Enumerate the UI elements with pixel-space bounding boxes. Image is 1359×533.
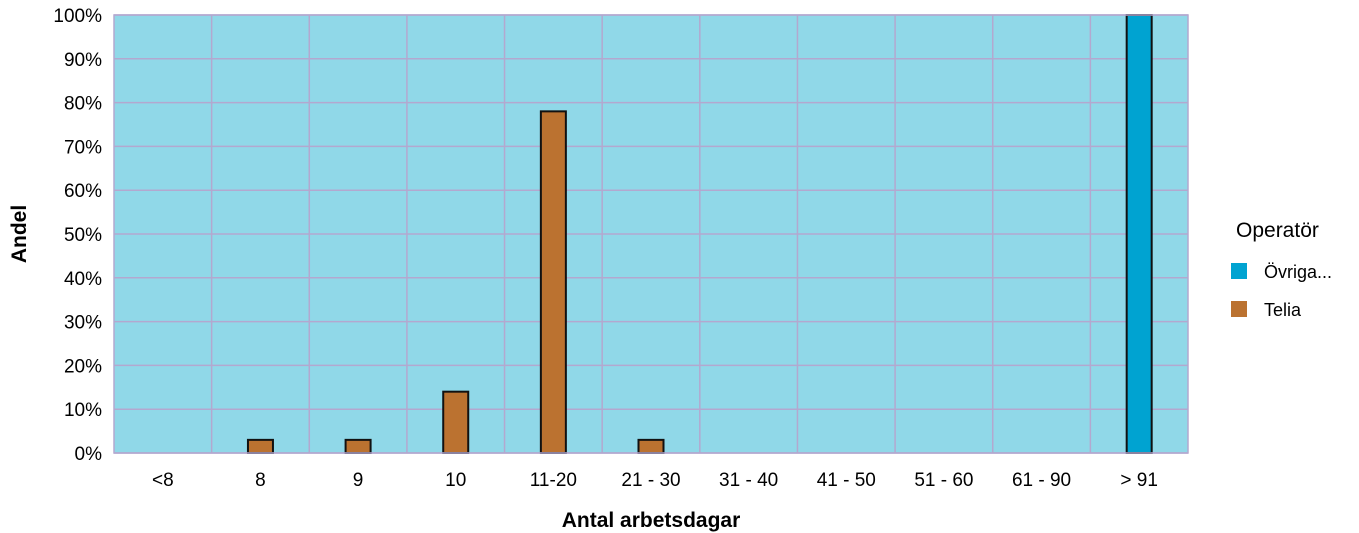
bars [246,14,1153,455]
plot-border [113,14,1189,454]
x-tick-label-8: 51 - 60 [914,470,973,491]
y-tick-label-4: 40% [64,269,102,290]
legend-label-0: Övriga... [1264,262,1332,282]
legend-title: Operatör [1236,219,1319,242]
x-tick-label-3: 10 [445,470,466,491]
y-tick-label-0: 0% [75,444,103,465]
y-tick-label-5: 50% [64,225,102,246]
legend-swatch-1 [1231,301,1247,317]
bar-series1-cat2 [344,438,372,454]
x-tick-label-2: 9 [353,470,364,491]
x-tick-label-4: 11-20 [530,470,577,491]
bar-series1-cat5 [637,438,665,454]
y-tick-label-6: 60% [64,181,102,202]
y-tick-label-8: 80% [64,94,102,115]
x-axis-ticks: <8 8 9 10 11-20 21 - 30 31 - 40 41 - 50 51 - 60 6… [152,470,1158,491]
x-tick-label-1: 8 [255,470,266,491]
y-axis-ticks: 0% 10% 20% 30% 40% 50% 60% 70% 80% 90% 100% [53,6,102,465]
x-tick-label-5: 21 - 30 [621,470,680,491]
y-tick-label-1: 10% [64,400,102,421]
bar-series1-cat1 [246,438,274,454]
y-tick-label-3: 30% [64,313,102,334]
y-tick-label-7: 70% [64,137,102,158]
x-tick-label-10: > 91 [1120,470,1158,491]
y-axis-label: Andel [8,205,31,263]
x-tick-label-6: 31 - 40 [719,470,778,491]
y-tick-label-2: 20% [64,356,102,377]
x-tick-label-7: 41 - 50 [817,470,876,491]
legend-swatch-0 [1231,263,1247,279]
bar-series0-cat10 [1125,14,1153,454]
legend-label-1: Telia [1264,300,1302,320]
y-tick-label-10: 100% [53,6,102,27]
bar-series1-cat4 [539,110,567,455]
x-tick-label-9: 61 - 90 [1012,470,1071,491]
x-tick-label-0: <8 [152,470,174,491]
legend: Operatör Övriga... Telia [1231,219,1332,320]
bar-series1-cat3 [442,390,470,454]
x-axis-label: Antal arbetsdagar [562,509,741,532]
y-tick-label-9: 90% [64,50,102,71]
